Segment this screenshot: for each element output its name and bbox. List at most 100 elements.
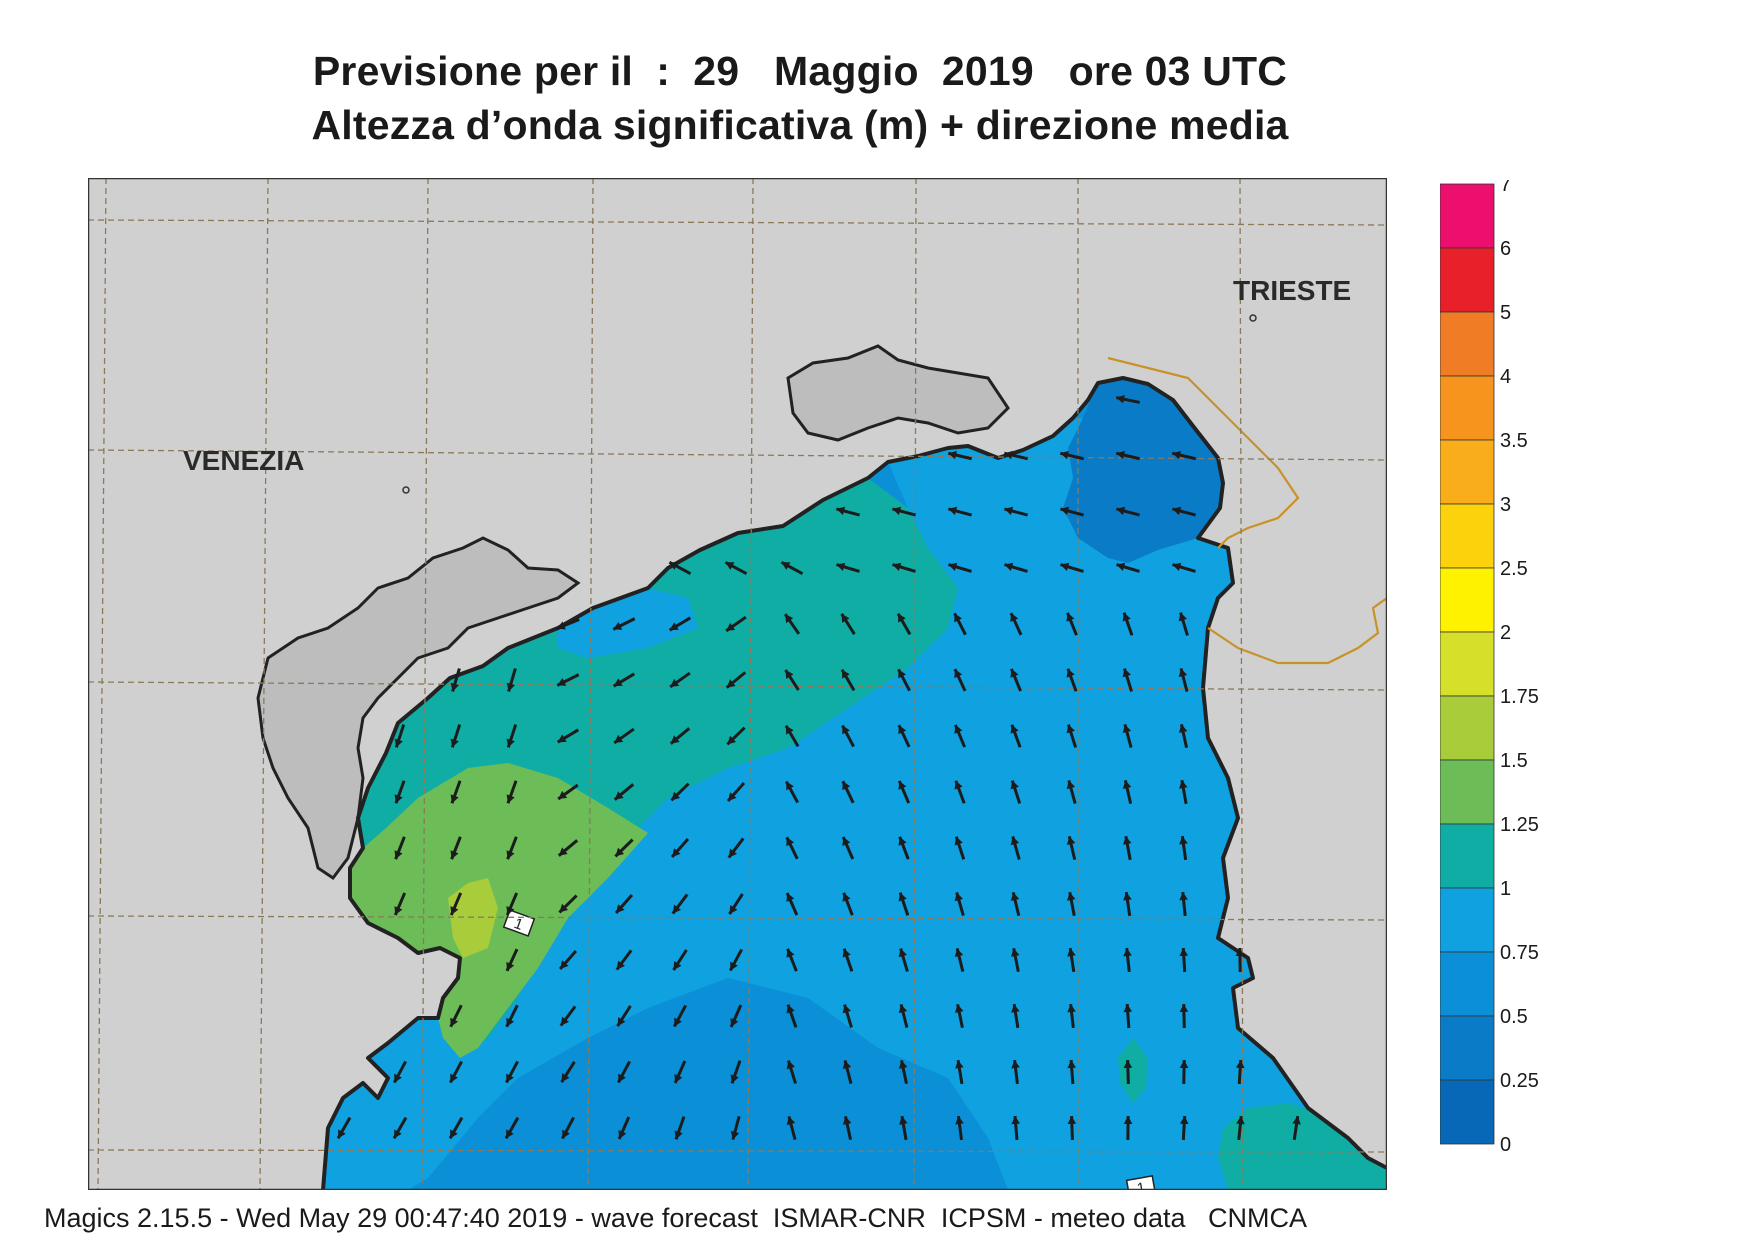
wave-arrow-head	[842, 836, 851, 846]
wave-arrow-head	[1179, 780, 1188, 789]
legend-label: 0.25	[1500, 1070, 1539, 1092]
wave-arrow-head	[674, 1130, 683, 1140]
legend-label: 5	[1500, 302, 1511, 324]
legend-swatch	[1440, 951, 1495, 1017]
wave-arrow-head	[338, 1129, 346, 1139]
wave-arrow-head	[1122, 724, 1132, 734]
wave-arrow-head	[842, 1004, 851, 1014]
city-label-trieste: TRIESTE	[1233, 275, 1351, 306]
wave-arrow-head	[948, 450, 957, 460]
wave-arrow-head	[670, 735, 680, 744]
wave-arrow-head	[898, 613, 906, 623]
wave-arrow-head	[892, 562, 902, 571]
wave-arrow-head	[394, 906, 403, 916]
wave-arrow-head	[1178, 612, 1187, 622]
wave-arrow-head	[1010, 892, 1020, 902]
sea-region	[448, 878, 498, 958]
wave-arrow-head	[842, 1116, 852, 1125]
wave-arrow-head	[1116, 506, 1126, 516]
wave-arrow-head	[1122, 780, 1132, 789]
legend-swatch	[1440, 1079, 1495, 1145]
wave-arrow-head	[561, 1073, 570, 1083]
city-label-venezia: VENEZIA	[183, 445, 304, 476]
wave-arrow-head	[560, 960, 569, 970]
sea-region	[648, 978, 1008, 1190]
legend-label: 6	[1500, 238, 1511, 260]
wave-arrow-head	[670, 678, 680, 687]
wave-arrow-head	[1123, 836, 1132, 845]
legend-swatch	[1440, 823, 1495, 889]
wave-arrow-head	[671, 791, 681, 801]
wave-arrow-head	[1172, 562, 1182, 571]
wave-arrow-head	[836, 506, 846, 516]
wave-arrow-head	[954, 613, 962, 623]
wave-arrow-head	[899, 1116, 908, 1125]
wave-arrow-head	[1122, 612, 1131, 622]
wave-arrow-head	[786, 893, 795, 902]
wave-arrow-head	[785, 669, 794, 679]
wave-arrow-head	[557, 677, 567, 686]
wave-arrow-head	[1060, 506, 1070, 516]
wave-arrow-head	[954, 892, 964, 902]
wave-arrow-head	[726, 679, 736, 688]
wave-arrow-head	[450, 850, 459, 860]
wave-arrow-head	[1235, 948, 1245, 956]
wave-arrow-head	[1123, 892, 1132, 901]
wave-arrow-head	[394, 738, 403, 748]
wave-arrow-head	[450, 1073, 458, 1083]
wave-arrow-head	[1292, 1116, 1301, 1125]
coastline	[321, 376, 1387, 1190]
wave-arrow-head	[785, 614, 794, 624]
wave-arrow-head	[1123, 1004, 1133, 1013]
wave-arrow-head	[1060, 450, 1069, 460]
legend-swatch	[1440, 1015, 1495, 1081]
wave-arrow-head	[1172, 450, 1181, 460]
wave-arrow-head	[727, 735, 737, 745]
wave-arrow-head	[1122, 668, 1131, 678]
wave-arrow-head	[786, 837, 795, 847]
wave-arrow-head	[954, 948, 964, 958]
footer-credits: Magics 2.15.5 - Wed May 29 00:47:40 2019…	[44, 1203, 1307, 1233]
wave-arrow-head	[1067, 1004, 1076, 1013]
graticule	[88, 178, 1387, 1190]
wave-arrow-head	[842, 725, 850, 735]
wave-arrow-head	[729, 905, 738, 915]
wave-arrow-head	[614, 734, 624, 743]
wave-arrow-head	[614, 791, 624, 800]
legend-label: 7	[1500, 180, 1511, 196]
wave-arrow-head	[1172, 506, 1182, 516]
wave-arrow-head	[1179, 1116, 1189, 1125]
wave-arrow-head	[898, 892, 907, 902]
wave-arrow-head	[948, 562, 958, 571]
legend-swatch	[1440, 311, 1495, 377]
wave-arrow-head	[506, 682, 515, 692]
legend-label: 0.75	[1500, 942, 1539, 964]
legend-swatch	[1440, 183, 1495, 249]
title-line-1: Previsione per il : 29 Maggio 2019 ore 0…	[312, 48, 1288, 94]
legend-label: 0	[1500, 1134, 1511, 1155]
contour-label-box	[502, 909, 536, 937]
wave-arrow-head	[616, 960, 625, 970]
sea-region	[323, 418, 1308, 1190]
wave-arrow-head	[1010, 724, 1019, 734]
wave-arrow-head	[613, 678, 623, 687]
wave-arrow-head	[394, 1129, 402, 1139]
sea-region	[1118, 1038, 1148, 1103]
wave-arrow-head	[954, 724, 963, 734]
wave-arrow-head	[841, 669, 850, 679]
wave-arrow-head	[841, 613, 850, 623]
wave-arrow-head	[1067, 1116, 1077, 1125]
wave-arrow-head	[786, 1116, 796, 1126]
wave-arrow-head	[1010, 836, 1020, 846]
legend-label: 4	[1500, 366, 1511, 388]
wave-arrow-head	[898, 725, 907, 735]
wave-arrow-head	[786, 1004, 795, 1014]
wave-arrow-head	[948, 506, 958, 516]
wave-arrow-head	[786, 1060, 795, 1070]
wave-arrow-head	[786, 781, 794, 791]
wave-arrow-head	[558, 790, 568, 799]
wave-arrow-head	[730, 1018, 739, 1027]
wave-arrow-head	[1004, 506, 1014, 516]
wave-arrow-head	[1179, 892, 1188, 901]
wave-arrow-head	[672, 904, 681, 914]
